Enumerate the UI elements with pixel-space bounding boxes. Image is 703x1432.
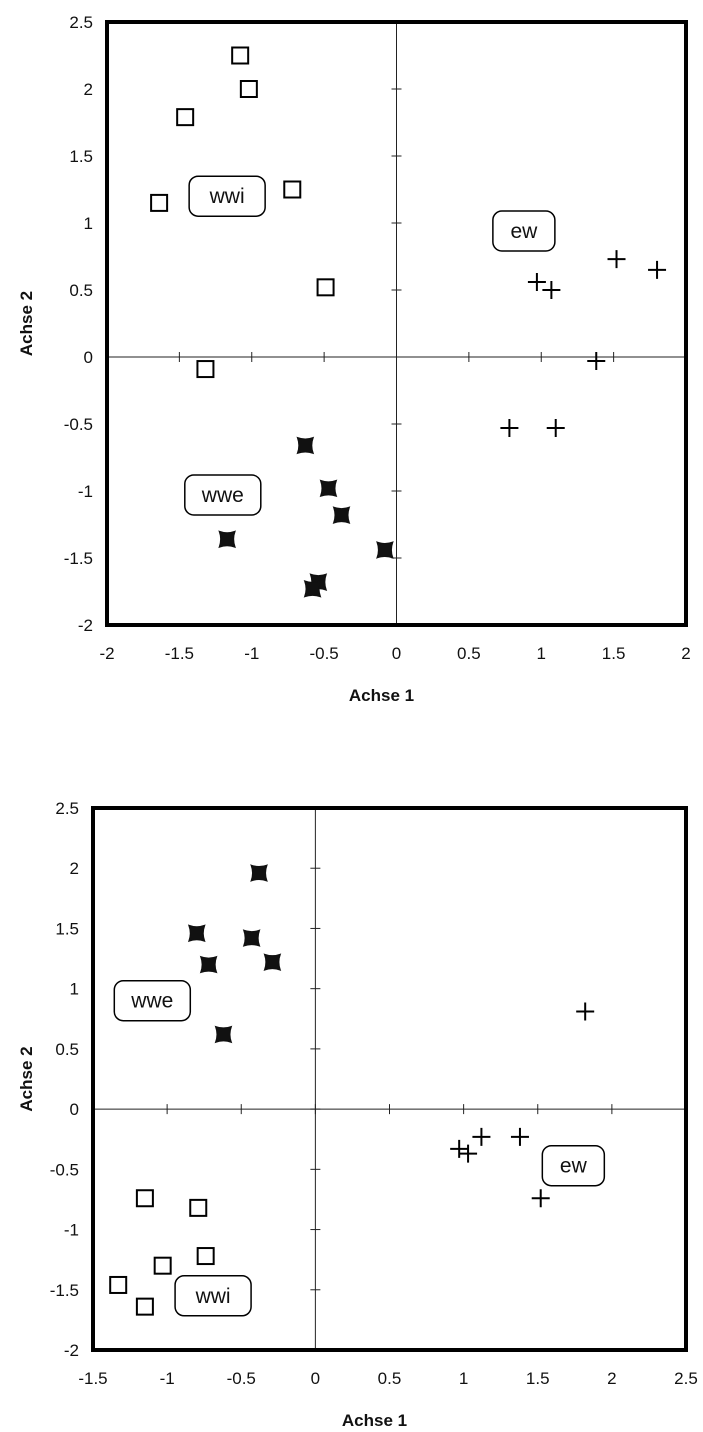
point-wwi xyxy=(189,1198,208,1217)
y-tick-label: -0.5 xyxy=(64,415,93,434)
y-tick-label: 0 xyxy=(84,348,93,367)
point-wwe xyxy=(263,953,282,972)
point-ew xyxy=(607,250,626,269)
group-label-box xyxy=(174,1275,252,1317)
x-tick-label: -2 xyxy=(99,644,114,663)
point-ew xyxy=(500,419,519,438)
y-tick-label: -0.5 xyxy=(50,1160,79,1179)
point-wwe xyxy=(319,479,338,498)
point-wwi xyxy=(150,193,169,212)
y-tick-label: 2 xyxy=(70,859,79,878)
y-tick-label: -2 xyxy=(64,1341,79,1360)
x-tick-label: 1 xyxy=(537,644,546,663)
y-tick-label: -2 xyxy=(78,616,93,635)
x-tick-label: 2 xyxy=(681,644,690,663)
y-axis-title: Achse 2 xyxy=(17,1046,36,1111)
group-label-wwe: wwe xyxy=(201,484,244,507)
y-tick-label: 2.5 xyxy=(69,13,93,32)
x-tick-label: -1 xyxy=(244,644,259,663)
x-tick-label: 0 xyxy=(392,644,401,663)
group-label-box xyxy=(113,979,192,1022)
x-tick-label: 1.5 xyxy=(526,1369,550,1388)
x-tick-label: -0.5 xyxy=(309,644,338,663)
x-tick-label: 0 xyxy=(311,1369,320,1388)
point-ew xyxy=(546,419,565,438)
point-wwe xyxy=(303,579,322,598)
chart-1: -2 -1.5 -1 -0.5 0 0.5 1 1.5 2 -2 -1.5 -1 -0.5 0 0.5 1 1.… xyxy=(17,13,691,705)
plot-frame xyxy=(105,20,688,627)
group-label-ew: ew xyxy=(510,220,538,243)
point-wwi xyxy=(176,108,195,127)
point-wwe xyxy=(214,1025,233,1044)
group-label-wwi: wwi xyxy=(195,1285,231,1308)
y-tick-label: 1.5 xyxy=(69,147,93,166)
x-tick-label: 0.5 xyxy=(378,1369,402,1388)
point-wwi xyxy=(283,180,302,199)
point-wwi xyxy=(239,80,258,98)
x-axis-title: Achse 1 xyxy=(349,686,414,705)
y-tick-label: -1 xyxy=(78,482,93,501)
point-wwi xyxy=(109,1275,128,1294)
x-tick-label: 0.5 xyxy=(457,644,481,663)
y-tick-label: 2.5 xyxy=(55,799,79,818)
x-tick-label: 1.5 xyxy=(602,644,626,663)
point-wwi xyxy=(196,1247,215,1266)
group-label-ew: ew xyxy=(560,1155,588,1178)
point-ew xyxy=(542,281,561,299)
point-ew xyxy=(472,1127,491,1146)
point-wwe xyxy=(332,506,351,524)
point-wwe xyxy=(218,530,236,549)
point-wwe xyxy=(296,436,315,455)
group-label-box xyxy=(184,474,262,516)
y-tick-label: 0 xyxy=(70,1100,79,1119)
point-wwi xyxy=(196,360,215,379)
point-wwe xyxy=(250,864,268,882)
x-tick-label: -1 xyxy=(160,1369,175,1388)
chart-2: -1.5 -1 -0.5 0 0.5 1 1.5 2 2.5 -2 -1.5 -1 -0.5 0 0.5 1 1… xyxy=(17,799,698,1430)
y-tick-label: 1.5 xyxy=(55,919,79,938)
y-tick-label: 0.5 xyxy=(69,281,93,300)
group-label-wwe: wwe xyxy=(130,990,173,1013)
point-wwe xyxy=(199,955,218,974)
x-tick-label: 1 xyxy=(459,1369,468,1388)
x-tick-label: -1.5 xyxy=(165,644,194,663)
group-label-wwi: wwi xyxy=(209,185,245,208)
y-tick-label: 0.5 xyxy=(55,1040,79,1059)
y-tick-label: -1.5 xyxy=(64,549,93,568)
point-ew xyxy=(527,272,546,291)
point-wwi xyxy=(153,1256,172,1275)
group-label-box xyxy=(492,210,556,252)
x-axis-title: Achse 1 xyxy=(342,1411,407,1430)
point-ew xyxy=(576,1002,595,1021)
point-wwi xyxy=(316,278,335,297)
y-tick-label: -1.5 xyxy=(50,1281,79,1300)
point-wwe xyxy=(242,929,261,947)
group-label-box xyxy=(541,1144,606,1187)
point-wwi xyxy=(135,1297,154,1316)
group-label-box xyxy=(188,175,266,217)
y-axis-title: Achse 2 xyxy=(17,291,36,356)
y-tick-label: 1 xyxy=(84,214,93,233)
y-tick-label: -1 xyxy=(64,1221,79,1240)
point-ew xyxy=(510,1127,529,1146)
y-tick-label: 2 xyxy=(84,80,93,99)
x-tick-label: 2 xyxy=(607,1369,616,1388)
point-ew xyxy=(450,1139,469,1158)
x-tick-label: -1.5 xyxy=(78,1369,107,1388)
plot-frame xyxy=(91,806,688,1352)
point-ew xyxy=(531,1189,550,1208)
x-tick-label: -0.5 xyxy=(227,1369,256,1388)
y-tick-label: 1 xyxy=(70,980,79,999)
point-ew xyxy=(648,260,667,279)
point-wwi xyxy=(231,46,250,65)
point-ew xyxy=(459,1144,478,1163)
point-wwi xyxy=(135,1189,154,1208)
x-tick-label: 2.5 xyxy=(674,1369,698,1388)
point-ew xyxy=(587,352,606,371)
point-wwe xyxy=(376,541,394,559)
point-wwe xyxy=(187,924,206,943)
